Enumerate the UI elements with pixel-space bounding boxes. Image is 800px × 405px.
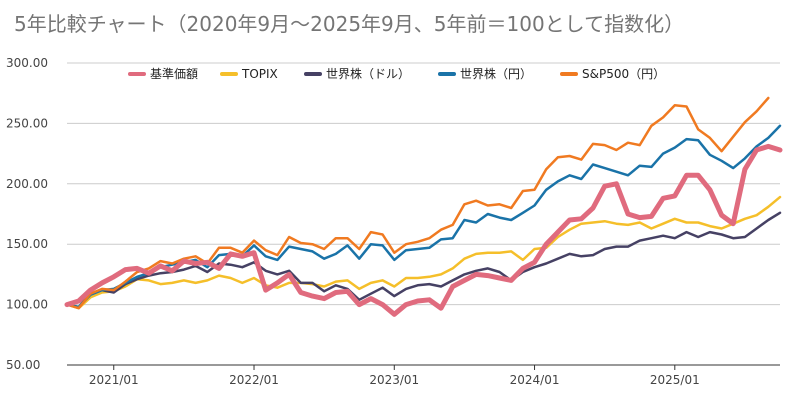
- x-tick-label: 2023/01: [369, 373, 419, 387]
- x-tick-label: 2021/01: [89, 373, 139, 387]
- y-tick-label: 100.00: [6, 298, 48, 312]
- legend-label: 世界株（ドル）: [326, 66, 410, 81]
- y-tick-label: 250.00: [6, 116, 48, 130]
- legend-item: 世界株（ドル）: [304, 66, 410, 81]
- legend-item: S&P500（円）: [560, 67, 665, 81]
- legend-label: 基準価額: [150, 66, 198, 81]
- chart-title: 5年比較チャート（2020年9月〜2025年9月、5年前＝100として指数化）: [14, 12, 685, 36]
- series-line-3: [65, 124, 782, 309]
- y-tick-label: 300.00: [6, 56, 48, 70]
- series-line-2: [65, 211, 782, 309]
- series-line-0: [64, 143, 783, 317]
- legend-item: 基準価額: [128, 66, 198, 81]
- y-tick-label: 150.00: [6, 237, 48, 251]
- y-tick-label: 50.00: [6, 358, 40, 372]
- legend-item: TOPIX: [220, 67, 278, 81]
- series-line-4: [65, 96, 770, 310]
- series-line-1: [65, 195, 782, 310]
- x-tick-label: 2022/01: [229, 373, 279, 387]
- x-tick-label: 2024/01: [510, 373, 560, 387]
- legend-label: 世界株（円）: [460, 66, 532, 81]
- legend-item: 世界株（円）: [438, 66, 532, 81]
- x-tick-label: 2025/01: [650, 373, 700, 387]
- legend-label: S&P500（円）: [582, 67, 665, 81]
- legend-label: TOPIX: [241, 67, 278, 81]
- y-tick-label: 200.00: [6, 177, 48, 191]
